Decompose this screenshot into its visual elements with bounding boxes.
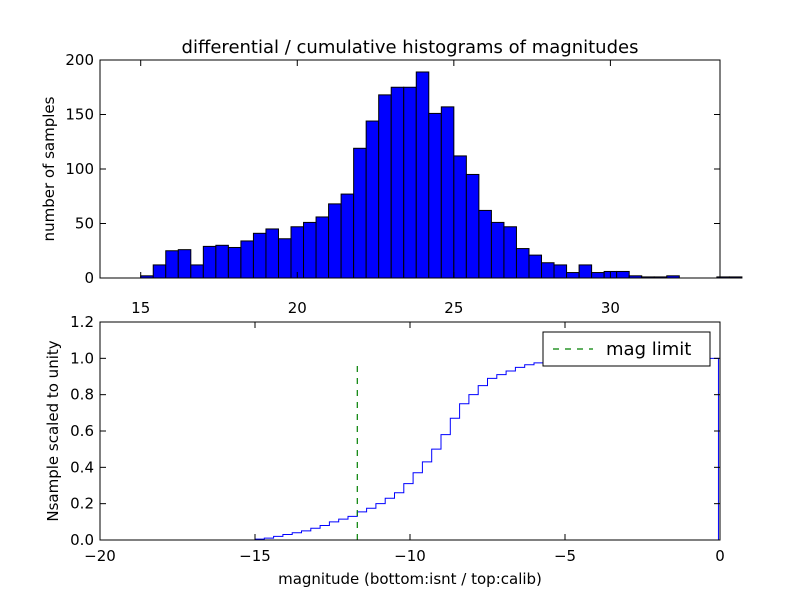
y-tick-label: 50 [75, 215, 94, 233]
histogram-bar [728, 276, 743, 279]
histogram-bar [328, 203, 342, 279]
cumulative-ylabel: Nsample scaled to unity [44, 340, 62, 521]
histogram-bar [290, 226, 305, 279]
histogram-bar [215, 244, 229, 279]
histogram-bar [202, 245, 217, 279]
histogram-bar [478, 209, 492, 279]
histogram-bar [403, 86, 417, 279]
histogram-panel: differential / cumulative histograms of … [40, 37, 743, 317]
histogram-bar [152, 264, 167, 279]
histogram-bar [465, 173, 480, 279]
histogram-bar [265, 228, 279, 279]
histogram-bar [541, 262, 555, 279]
y-tick-label: 0.2 [70, 495, 94, 513]
histogram-bar [315, 216, 330, 279]
x-tick-label: 20 [288, 299, 307, 317]
histogram-bar [240, 240, 254, 279]
histogram-bar [566, 272, 580, 279]
legend-mag-limit-label: mag limit [606, 339, 691, 360]
x-tick-label: 15 [131, 299, 150, 317]
histogram-bar [453, 155, 467, 279]
histogram-bar [528, 254, 543, 279]
x-tick-label: 25 [444, 299, 463, 317]
x-tick-label: 0 [715, 547, 725, 565]
histogram-bar [515, 248, 530, 279]
y-tick-label: 100 [65, 160, 94, 178]
histogram-bar [340, 193, 355, 279]
y-tick-label: 200 [65, 51, 94, 69]
x-tick-label: −5 [554, 547, 576, 565]
histogram-ticks: 15 20 25 30 0 50 100 150 200 [65, 51, 720, 317]
histogram-bar [390, 86, 405, 279]
histogram-bar [578, 264, 593, 279]
histogram-bar [190, 264, 204, 279]
histogram-bar [415, 71, 430, 279]
chart-title: differential / cumulative histograms of … [182, 37, 639, 58]
histogram-bar [252, 232, 267, 279]
x-tick-label: −15 [239, 547, 271, 565]
histogram-axes-frame [99, 59, 721, 279]
histogram-bar [503, 226, 517, 279]
histogram-bar [440, 106, 455, 279]
y-tick-label: 0.0 [70, 531, 94, 549]
y-tick-label: 0.4 [70, 458, 94, 476]
histogram-bar [378, 94, 392, 279]
histogram-ylabel: number of samples [40, 96, 58, 241]
y-tick-label: 0 [84, 269, 94, 287]
y-tick-label: 1.0 [70, 349, 94, 367]
histogram-bar [227, 246, 242, 279]
histogram-bar [553, 264, 568, 279]
y-tick-label: 1.2 [70, 313, 94, 331]
y-tick-label: 0.6 [70, 422, 94, 440]
histogram-bar [365, 120, 380, 279]
histogram-bar [616, 270, 630, 279]
histogram-bar [490, 221, 505, 279]
histogram-bar [353, 147, 367, 279]
cumulative-axes-frame [99, 321, 721, 541]
cumulative-panel: −20 −15 −10 −5 0 0.0 0.2 0.4 0.6 0.8 1.0 1.2 magnit… [44, 313, 725, 588]
histogram-bar [303, 221, 317, 279]
x-tick-label: 30 [601, 299, 620, 317]
histogram-bars [140, 71, 743, 279]
histogram-bar [165, 250, 179, 279]
y-tick-label: 0.8 [70, 386, 94, 404]
histogram-bar [591, 272, 605, 279]
cumulative-xlabel: magnitude (bottom:isnt / top:calib) [278, 570, 542, 588]
histogram-bar [428, 112, 442, 279]
x-tick-label: −10 [394, 547, 426, 565]
y-tick-label: 150 [65, 106, 94, 124]
histogram-bar [277, 238, 292, 279]
x-tick-label: −20 [84, 547, 116, 565]
legend: mag limit [542, 331, 711, 367]
histogram-bar [177, 249, 192, 279]
